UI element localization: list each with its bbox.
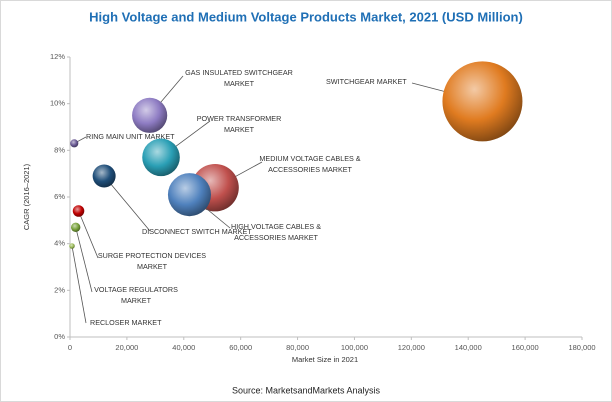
x-tick-label: 40,000 — [172, 343, 195, 352]
x-tick-label: 180,000 — [568, 343, 595, 352]
leader-line — [71, 245, 87, 324]
chart-title: High Voltage and Medium Voltage Products… — [89, 9, 523, 24]
bubble — [142, 138, 180, 177]
x-tick-label: 60,000 — [229, 343, 252, 352]
bubble-label: DISCONNECT SWITCH MARKET — [142, 227, 252, 236]
bubble-label: VOLTAGE REGULATORS MARKET — [94, 285, 178, 305]
bubble-label: RING MAIN UNIT MARKET — [86, 132, 175, 141]
y-tick-label: 2% — [54, 285, 65, 294]
y-axis-label: CAGR (2016–2021) — [22, 163, 31, 230]
x-tick-label: 80,000 — [286, 343, 309, 352]
y-tick-label: 4% — [54, 239, 65, 248]
x-tick-label: 100,000 — [341, 343, 368, 352]
bubble — [72, 205, 85, 217]
y-tick-label: 12% — [50, 52, 65, 61]
x-tick-label: 20,000 — [115, 343, 138, 352]
bubble — [70, 222, 81, 233]
source: Source: MarketsandMarkets Analysis — [232, 385, 381, 395]
x-axis-label: Market Size in 2021 — [292, 355, 358, 364]
bubble-label: GAS INSULATED SWITCHGEAR MARKET — [185, 68, 293, 88]
leader-line — [75, 227, 93, 293]
bubble-label: SWITCHGEAR MARKET — [326, 77, 407, 86]
bubble — [69, 243, 75, 249]
leader-line — [103, 175, 151, 232]
x-tick-label: 140,000 — [455, 343, 482, 352]
x-tick-label: 0 — [68, 343, 72, 352]
bubble-label: POWER TRANSFORMER MARKET — [197, 114, 282, 134]
y-tick-label: 6% — [54, 192, 65, 201]
leader-line — [78, 210, 99, 259]
bubble-label: HIGH VOLTAGE CABLES & ACCESSORIES MARKET — [231, 222, 321, 242]
bubble-label: SURGE PROTECTION DEVICES MARKET — [98, 251, 206, 271]
bubble — [132, 97, 168, 133]
bubble — [92, 164, 116, 188]
x-tick-label: 160,000 — [512, 343, 539, 352]
bubble — [70, 139, 79, 148]
bubble — [167, 173, 211, 217]
bubble-label: RECLOSER MARKET — [90, 318, 162, 327]
x-tick-label: 120,000 — [398, 343, 425, 352]
bubble-label: MEDIUM VOLTAGE CABLES & ACCESSORIES MARKE… — [259, 154, 360, 174]
y-tick-label: 10% — [50, 99, 65, 108]
y-tick-label: 0% — [54, 332, 65, 341]
bubble — [442, 61, 523, 142]
y-tick-label: 8% — [54, 145, 65, 154]
